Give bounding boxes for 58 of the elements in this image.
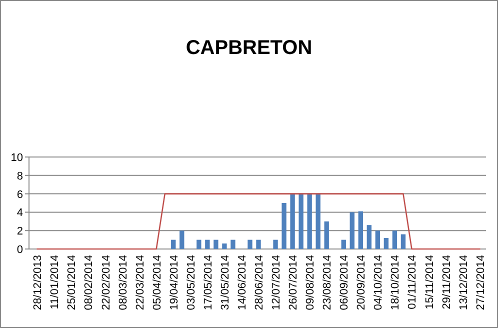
x-tick-label: 14/06/2014 [236, 255, 248, 310]
x-tick-label: 11/01/2014 [49, 255, 62, 310]
x-tick-label: 19/04/2014 [168, 255, 180, 310]
x-tick-label: 20/09/2014 [356, 255, 368, 310]
bar [196, 240, 202, 249]
bar [273, 240, 278, 249]
x-tick-label: 12/07/2014 [270, 255, 283, 310]
bar [290, 194, 295, 249]
x-tick-label: 13/12/2014 [458, 255, 470, 310]
bar [316, 194, 320, 249]
bar [256, 240, 261, 249]
x-tick-label: 04/10/2014 [372, 255, 385, 310]
x-tick-label: 18/10/2014 [390, 255, 402, 310]
x-tick-label: 17/05/2014 [202, 255, 214, 310]
bar [375, 230, 380, 249]
x-tick-label: 22/03/2014 [134, 255, 146, 310]
bar [248, 240, 252, 249]
bar [400, 234, 406, 249]
bar [214, 240, 218, 249]
bar [392, 230, 398, 249]
y-tick-label: 10 [10, 152, 23, 164]
y-tick-label: 0 [16, 244, 23, 256]
bar [324, 221, 329, 249]
bar [282, 203, 286, 249]
x-tick-label: 28/06/2014 [254, 255, 266, 310]
bar [180, 230, 184, 249]
y-tick-label: 4 [16, 207, 23, 220]
x-tick-label: 22/02/2014 [100, 255, 112, 310]
bar [358, 211, 363, 249]
bar [222, 243, 227, 249]
bar [341, 240, 346, 249]
x-tick-label: 15/11/2014 [424, 255, 436, 310]
x-tick-label: 06/09/2014 [338, 255, 351, 310]
x-tick-label: 31/05/2014 [219, 255, 232, 310]
x-tick-label: 01/11/2014 [406, 255, 419, 310]
bar [366, 225, 372, 249]
x-tick-label: 28/12/2013 [32, 255, 44, 310]
x-tick-label: 08/03/2014 [117, 255, 130, 310]
x-tick-label: 08/02/2014 [83, 255, 96, 310]
x-tick-label: 26/07/2014 [288, 255, 300, 310]
x-tick-label: 27/12/2014 [474, 255, 487, 310]
bar [307, 194, 312, 249]
y-tick-label: 8 [16, 170, 23, 182]
y-tick-label: 2 [16, 226, 23, 238]
x-tick-label: 03/05/2014 [185, 255, 198, 310]
bar [171, 240, 176, 249]
bar [298, 194, 304, 249]
bar [205, 240, 210, 249]
x-tick-label: 29/11/2014 [440, 255, 453, 310]
bar [350, 212, 354, 249]
y-tick-label: 6 [16, 188, 23, 201]
chart-title: CAPBRETON [186, 37, 312, 59]
x-tick-label: 09/08/2014 [304, 255, 317, 310]
bar [230, 240, 236, 249]
bar [384, 238, 389, 249]
x-tick-label: 25/01/2014 [66, 255, 78, 310]
x-tick-label: 23/08/2014 [322, 255, 334, 310]
x-tick-label: 05/04/2014 [151, 255, 164, 310]
